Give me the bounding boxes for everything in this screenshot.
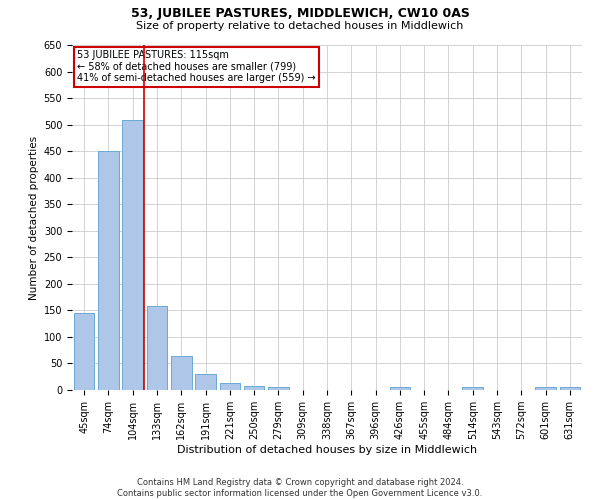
Bar [98, 151, 119, 390]
Bar [244, 386, 265, 390]
Bar [122, 120, 143, 390]
Bar [560, 388, 580, 390]
Text: 53 JUBILEE PASTURES: 115sqm
← 58% of detached houses are smaller (799)
41% of se: 53 JUBILEE PASTURES: 115sqm ← 58% of det… [77, 50, 316, 84]
Bar [268, 388, 289, 390]
Bar [389, 388, 410, 390]
Y-axis label: Number of detached properties: Number of detached properties [29, 136, 40, 300]
X-axis label: Distribution of detached houses by size in Middlewich: Distribution of detached houses by size … [177, 445, 477, 455]
Bar [535, 388, 556, 390]
Bar [220, 383, 240, 390]
Text: Contains HM Land Registry data © Crown copyright and database right 2024.
Contai: Contains HM Land Registry data © Crown c… [118, 478, 482, 498]
Bar [463, 388, 483, 390]
Bar [74, 313, 94, 390]
Bar [171, 356, 191, 390]
Bar [195, 374, 216, 390]
Text: Size of property relative to detached houses in Middlewich: Size of property relative to detached ho… [136, 21, 464, 31]
Bar [146, 306, 167, 390]
Text: 53, JUBILEE PASTURES, MIDDLEWICH, CW10 0AS: 53, JUBILEE PASTURES, MIDDLEWICH, CW10 0… [131, 8, 469, 20]
